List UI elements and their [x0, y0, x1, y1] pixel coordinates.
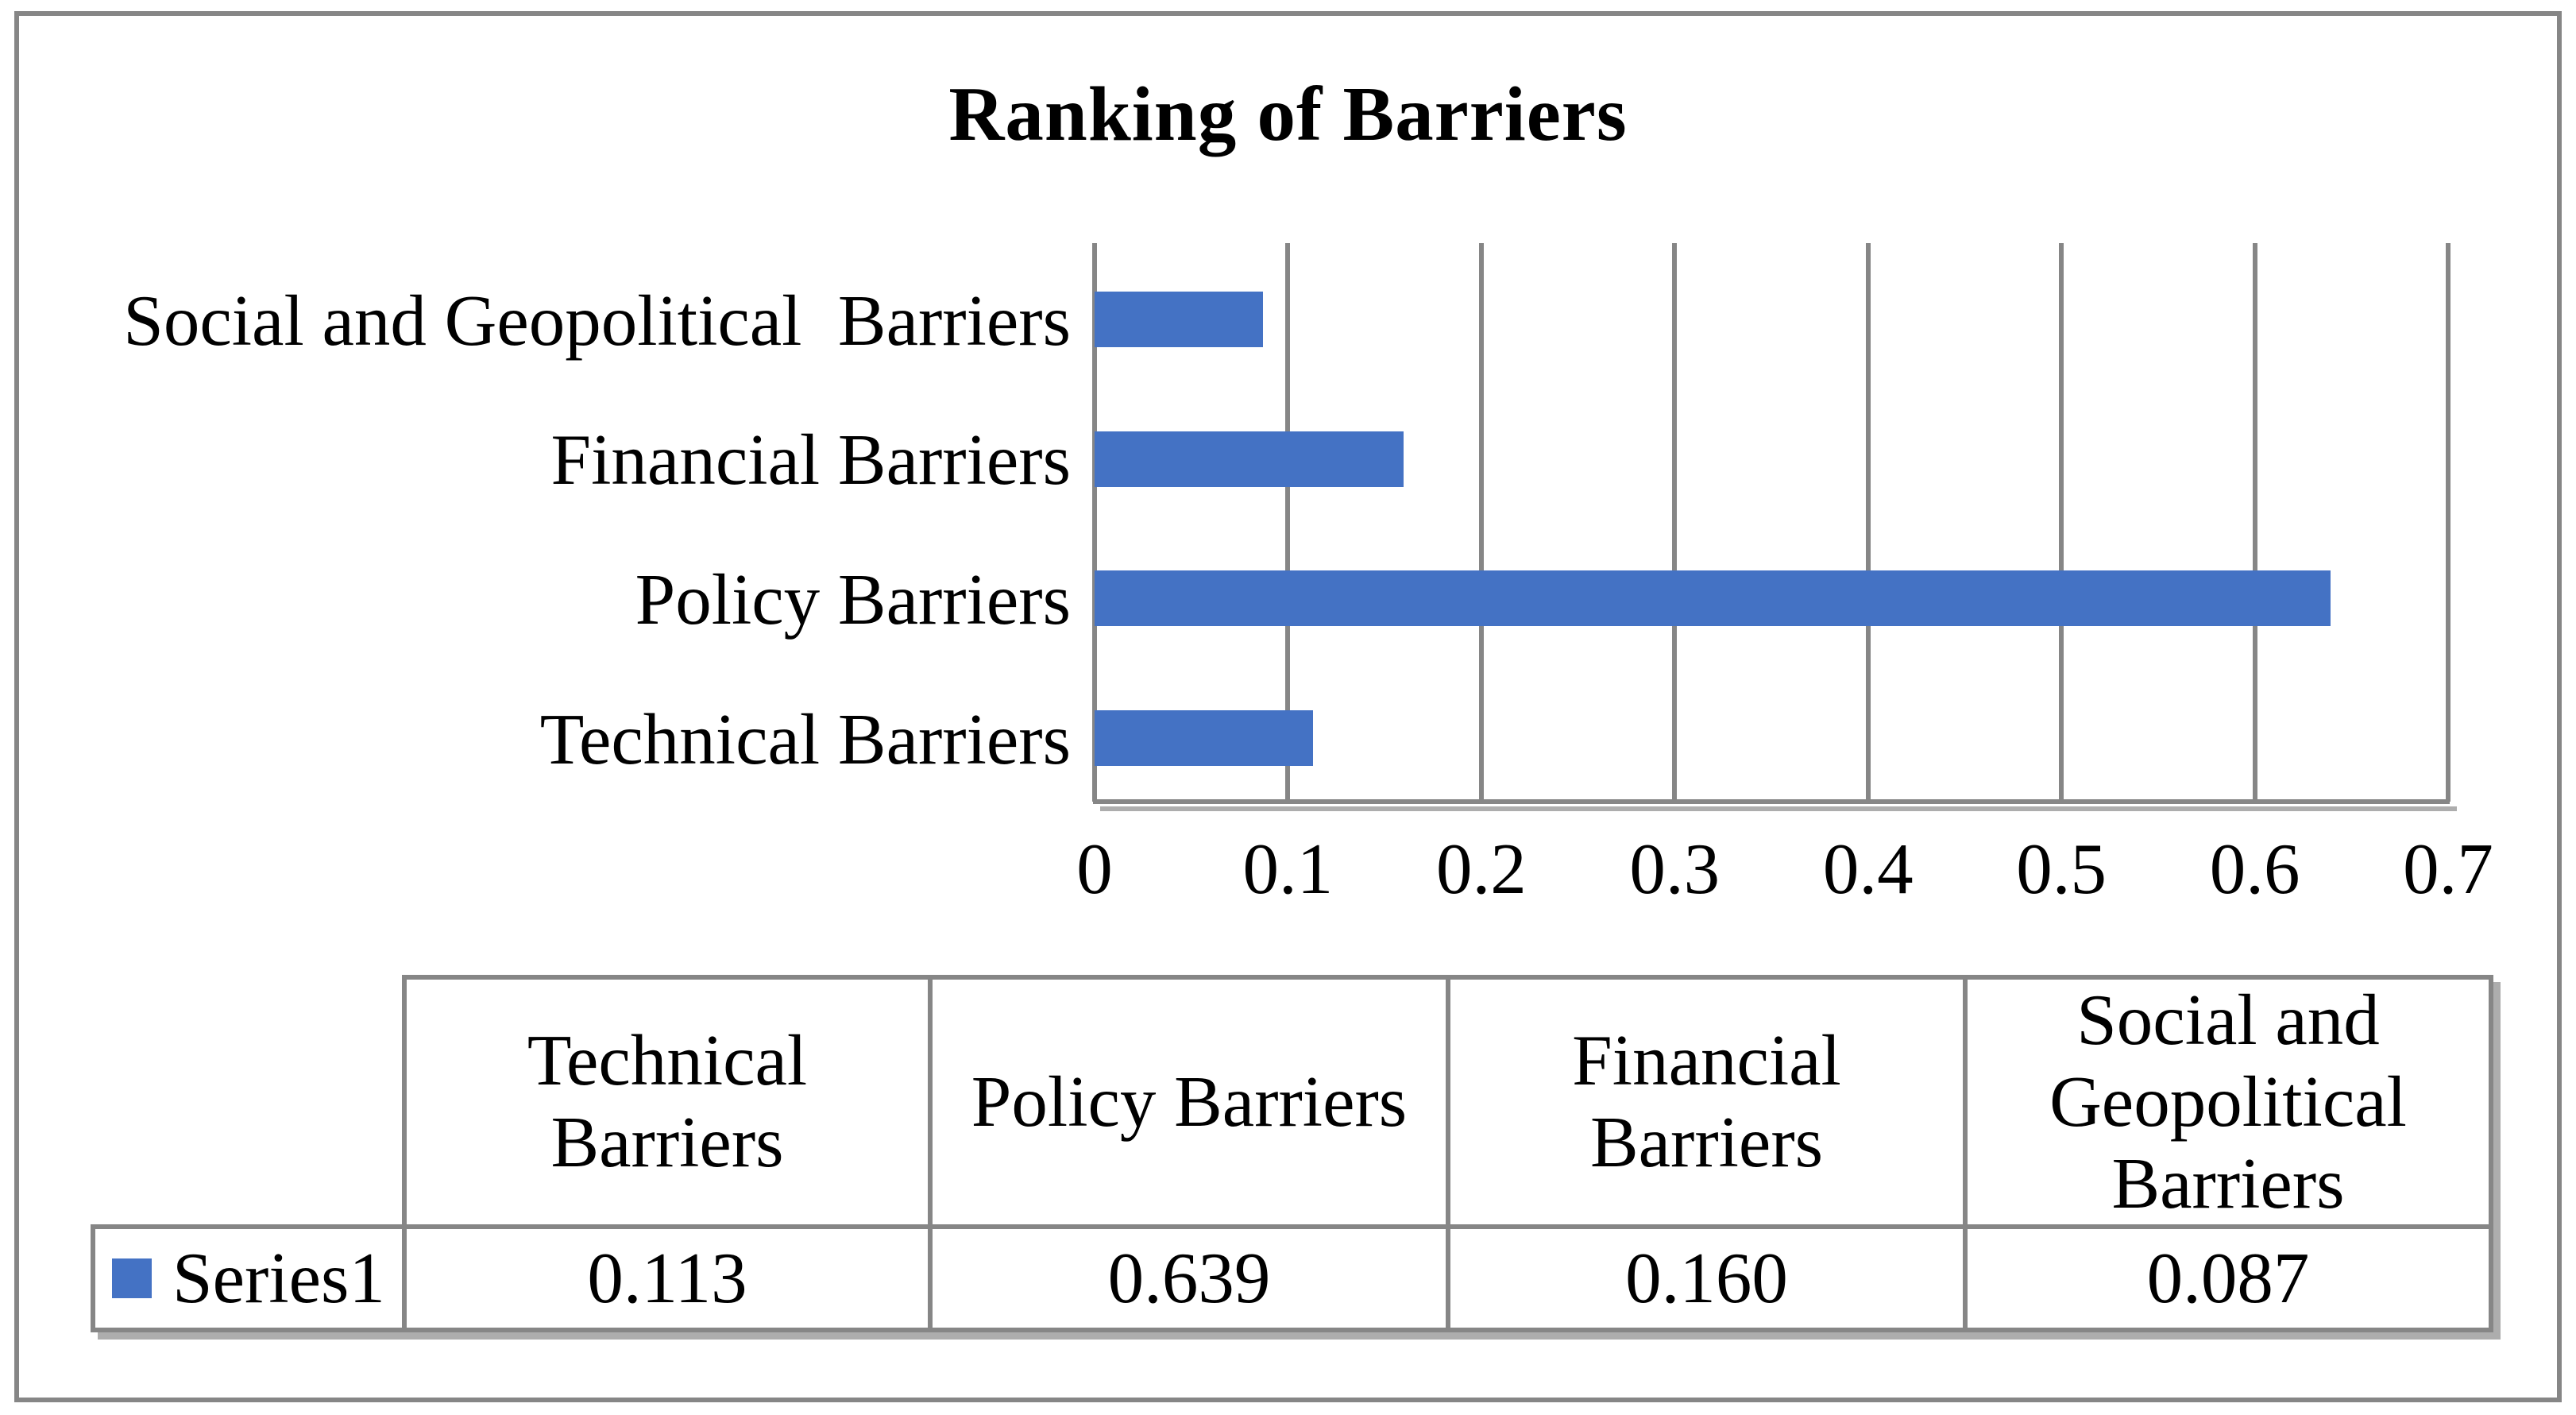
- table-header-text: Technical Barriers: [527, 1020, 808, 1183]
- gridline: [1478, 243, 1484, 802]
- x-axis-tick-labels: 0 0.1 0.2 0.3 0.4 0.5 0.6 0.7: [1076, 829, 2493, 920]
- table-header-cell: Policy Barriers: [928, 974, 1450, 1230]
- x-axis-tick-label: 0: [1076, 829, 1113, 909]
- table-header-text: Financial Barriers: [1572, 1020, 1841, 1183]
- x-axis-tick-label: 0.5: [2016, 829, 2107, 909]
- gridline: [1092, 243, 1097, 802]
- table-header-cell: Social and Geopolitical Barriers: [1963, 974, 2493, 1230]
- bar-social-and-geopolitical-barriers: [1095, 291, 1263, 347]
- x-axis-tick-label: 0.1: [1242, 829, 1334, 909]
- plot-area: [1092, 243, 2450, 804]
- table-header-text: Policy Barriers: [971, 1061, 1408, 1142]
- y-axis-category-label: Technical Barriers: [539, 698, 1071, 779]
- table-corner-cell: [93, 977, 404, 1227]
- table-header-cell: Technical Barriers: [402, 974, 933, 1230]
- legend-series-label: Series1: [172, 1238, 385, 1319]
- table-value-cell: 0.087: [1963, 1224, 2493, 1333]
- gridline: [2252, 243, 2257, 802]
- x-axis-tick-label: 0.6: [2209, 829, 2300, 909]
- table-value-cell: 0.639: [928, 1224, 1450, 1333]
- chart-title: Ranking of Barriers: [948, 72, 1628, 157]
- gridline: [1285, 243, 1291, 802]
- table-value-cell: 0.160: [1446, 1224, 1968, 1333]
- bar-policy-barriers: [1095, 570, 2331, 627]
- x-axis-tick-label: 0.2: [1435, 829, 1527, 909]
- y-axis-category-labels: Social and Geopolitical Barriers Financia…: [24, 243, 1071, 802]
- bar-financial-barriers: [1095, 431, 1404, 487]
- x-axis-tick-label: 0.7: [2403, 829, 2493, 909]
- table-header-cell: Financial Barriers: [1446, 974, 1968, 1230]
- y-axis-category-label: Financial Barriers: [550, 419, 1071, 501]
- x-axis-tick-label: 0.4: [1822, 829, 1914, 909]
- y-axis-category-label: Social and Geopolitical Barriers: [123, 280, 1071, 361]
- data-table: Technical Barriers Policy Barriers Financi…: [91, 974, 2493, 1333]
- data-table-body: Technical Barriers Policy Barriers Financi…: [91, 974, 2493, 1333]
- gridline: [1672, 243, 1678, 802]
- bar-technical-barriers: [1095, 710, 1314, 767]
- table-header-text: Social and Geopolitical Barriers: [2049, 980, 2407, 1224]
- x-axis-line: [1093, 799, 2450, 804]
- gridline: [2059, 243, 2064, 802]
- gridline: [1865, 243, 1871, 802]
- table-series-row: Series1 0.113 0.639 0.160 0.087: [91, 1224, 2493, 1333]
- gridline: [2446, 243, 2450, 802]
- y-axis-category-label: Policy Barriers: [635, 559, 1071, 640]
- legend-key-swatch-icon: [112, 1258, 153, 1299]
- legend-cell: Series1: [91, 1224, 407, 1333]
- table-value-cell: 0.113: [402, 1224, 933, 1333]
- x-axis-tick-label: 0.3: [1629, 829, 1721, 909]
